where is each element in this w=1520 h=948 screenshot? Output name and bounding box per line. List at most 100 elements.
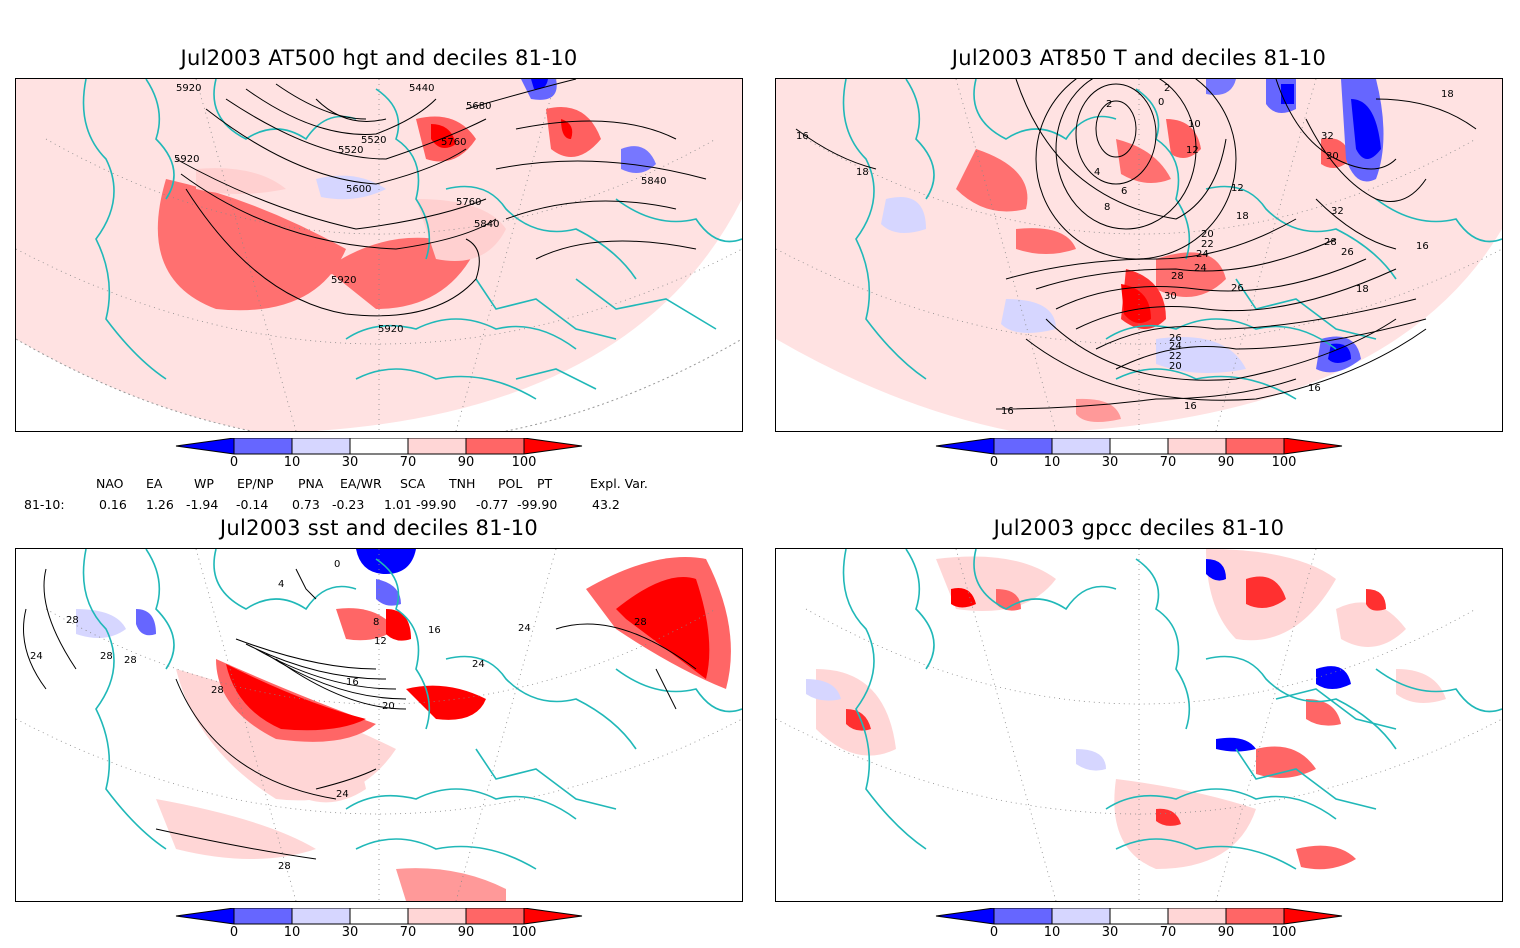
colorbar-label: 30 bbox=[341, 455, 359, 470]
contour-label: 16 bbox=[1001, 406, 1014, 417]
colorbar-label: 100 bbox=[511, 455, 537, 470]
colorbar-label: 70 bbox=[1159, 455, 1177, 470]
contour-label: 4 bbox=[278, 579, 284, 590]
colorbar-label: 10 bbox=[283, 455, 301, 470]
panel2-colorbar: 0 10 30 70 90 100 bbox=[932, 438, 1352, 478]
panel1-coastlines bbox=[82, 79, 742, 400]
contour-label: 2 bbox=[1106, 99, 1112, 110]
contour-label: 24 bbox=[472, 659, 485, 670]
contour-label: 26 bbox=[1341, 247, 1354, 258]
contour-label: 22 bbox=[1201, 239, 1214, 250]
contour-label: 30 bbox=[1326, 151, 1339, 162]
panel4-title: Jul2003 gpcc deciles 81-10 bbox=[993, 516, 1285, 540]
contour-label: 28 bbox=[124, 655, 137, 666]
contour-label: 5680 bbox=[466, 101, 491, 112]
contour-label: 5920 bbox=[331, 275, 356, 286]
contour-label: 26 bbox=[1231, 283, 1244, 294]
index-value: -0.14 bbox=[236, 497, 269, 512]
contour-label: 12 bbox=[1231, 183, 1244, 194]
panel1-title: Jul2003 AT500 hgt and deciles 81-10 bbox=[180, 46, 578, 70]
panel3-title: Jul2003 sst and deciles 81-10 bbox=[219, 516, 539, 540]
contour-label: 28 bbox=[1324, 237, 1337, 248]
contour-label: 5920 bbox=[174, 154, 199, 165]
contour-label: 28 bbox=[211, 685, 224, 696]
panel1-colorbar: 0 10 30 70 90 100 bbox=[172, 438, 592, 478]
panel1-map-500hPa-height: 5440 5520 5520 5600 5680 5760 5760 5840 … bbox=[15, 78, 743, 432]
contour-label: 24 bbox=[1196, 249, 1209, 260]
index-header: EP/NP bbox=[237, 476, 274, 491]
contour-label: 32 bbox=[1331, 206, 1344, 217]
panel3-decile-shading bbox=[76, 549, 731, 901]
colorbar-label: 90 bbox=[457, 455, 475, 470]
index-row-label: 81-10: bbox=[24, 497, 65, 512]
contour-label: 24 bbox=[336, 789, 349, 800]
contour-label: 28 bbox=[66, 615, 79, 626]
contour-label: 28 bbox=[100, 651, 113, 662]
contour-label: 8 bbox=[373, 617, 379, 628]
contour-label: 0 bbox=[334, 559, 340, 570]
index-value: -0.77 bbox=[476, 497, 509, 512]
panel3-contours bbox=[23, 568, 697, 860]
colorbar-label: 0 bbox=[989, 925, 999, 940]
index-value: -0.23 bbox=[332, 497, 365, 512]
index-header: PNA bbox=[298, 476, 324, 491]
colorbar-label: 0 bbox=[229, 925, 239, 940]
colorbar-label: 10 bbox=[1043, 925, 1061, 940]
contour-label: 24 bbox=[30, 651, 43, 662]
contour-label: 28 bbox=[1171, 271, 1184, 282]
contour-label: 26 bbox=[1169, 333, 1182, 344]
colorbar-label: 70 bbox=[1159, 925, 1177, 940]
contour-label: 5920 bbox=[176, 83, 201, 94]
contour-label: 16 bbox=[1416, 241, 1429, 252]
contour-label: 12 bbox=[374, 636, 387, 647]
index-value: -1.94 bbox=[186, 497, 219, 512]
contour-label: 24 bbox=[1169, 341, 1182, 352]
index-value: 1.01 bbox=[384, 497, 412, 512]
contour-label: 18 bbox=[1441, 89, 1454, 100]
contour-label: 5520 bbox=[338, 145, 363, 156]
panel4-decile-shading bbox=[806, 549, 1446, 870]
contour-label: 16 bbox=[346, 677, 359, 688]
contour-label: 5600 bbox=[346, 184, 371, 195]
colorbar-label: 0 bbox=[989, 455, 999, 470]
index-header: EA bbox=[146, 476, 163, 491]
contour-label: 6 bbox=[1121, 186, 1127, 197]
contour-label: 16 bbox=[428, 625, 441, 636]
contour-label: 30 bbox=[1164, 291, 1177, 302]
contour-label: 0 bbox=[1158, 97, 1164, 108]
contour-label: 20 bbox=[382, 701, 395, 712]
index-header: EA/WR bbox=[340, 476, 382, 491]
panel1-contours bbox=[175, 79, 707, 317]
index-header: POL bbox=[498, 476, 523, 491]
index-header: WP bbox=[194, 476, 214, 491]
contour-label: 2 bbox=[1164, 83, 1170, 94]
colorbar-label: 10 bbox=[283, 925, 301, 940]
contour-label: 5840 bbox=[641, 176, 666, 187]
colorbar-label: 100 bbox=[1271, 455, 1297, 470]
colorbar-label: 30 bbox=[1101, 455, 1119, 470]
panel3-map-sst: 0 4 8 12 16 16 20 24 24 24 28 28 28 28 2… bbox=[15, 548, 743, 902]
colorbar-label: 30 bbox=[1101, 925, 1119, 940]
index-value: 0.73 bbox=[292, 497, 320, 512]
contour-label: 24 bbox=[1194, 263, 1207, 274]
index-header: PT bbox=[537, 476, 553, 491]
colorbar-label: 90 bbox=[457, 925, 475, 940]
contour-label: 10 bbox=[1188, 119, 1201, 130]
contour-label: 20 bbox=[1169, 361, 1182, 372]
colorbar-label: 10 bbox=[1043, 455, 1061, 470]
panel2-title: Jul2003 AT850 T and deciles 81-10 bbox=[951, 46, 1327, 70]
contour-label: 16 bbox=[796, 131, 809, 142]
index-header: NAO bbox=[96, 476, 124, 491]
panel2-map-850hPa-temperature: 2 0 2 4 6 8 10 12 12 16 18 18 20 22 24 2… bbox=[775, 78, 1503, 432]
contour-label: 5440 bbox=[409, 83, 434, 94]
contour-label: 28 bbox=[634, 617, 647, 628]
contour-label: 16 bbox=[1308, 383, 1321, 394]
panel2-contours bbox=[795, 79, 1477, 410]
contour-label: 5840 bbox=[474, 219, 499, 230]
index-value: 0.16 bbox=[99, 497, 127, 512]
contour-label: 16 bbox=[1184, 401, 1197, 412]
index-value: 1.26 bbox=[146, 497, 174, 512]
colorbar-label: 90 bbox=[1217, 925, 1235, 940]
index-value: -99.90 bbox=[416, 497, 457, 512]
contour-label: 20 bbox=[1201, 229, 1214, 240]
